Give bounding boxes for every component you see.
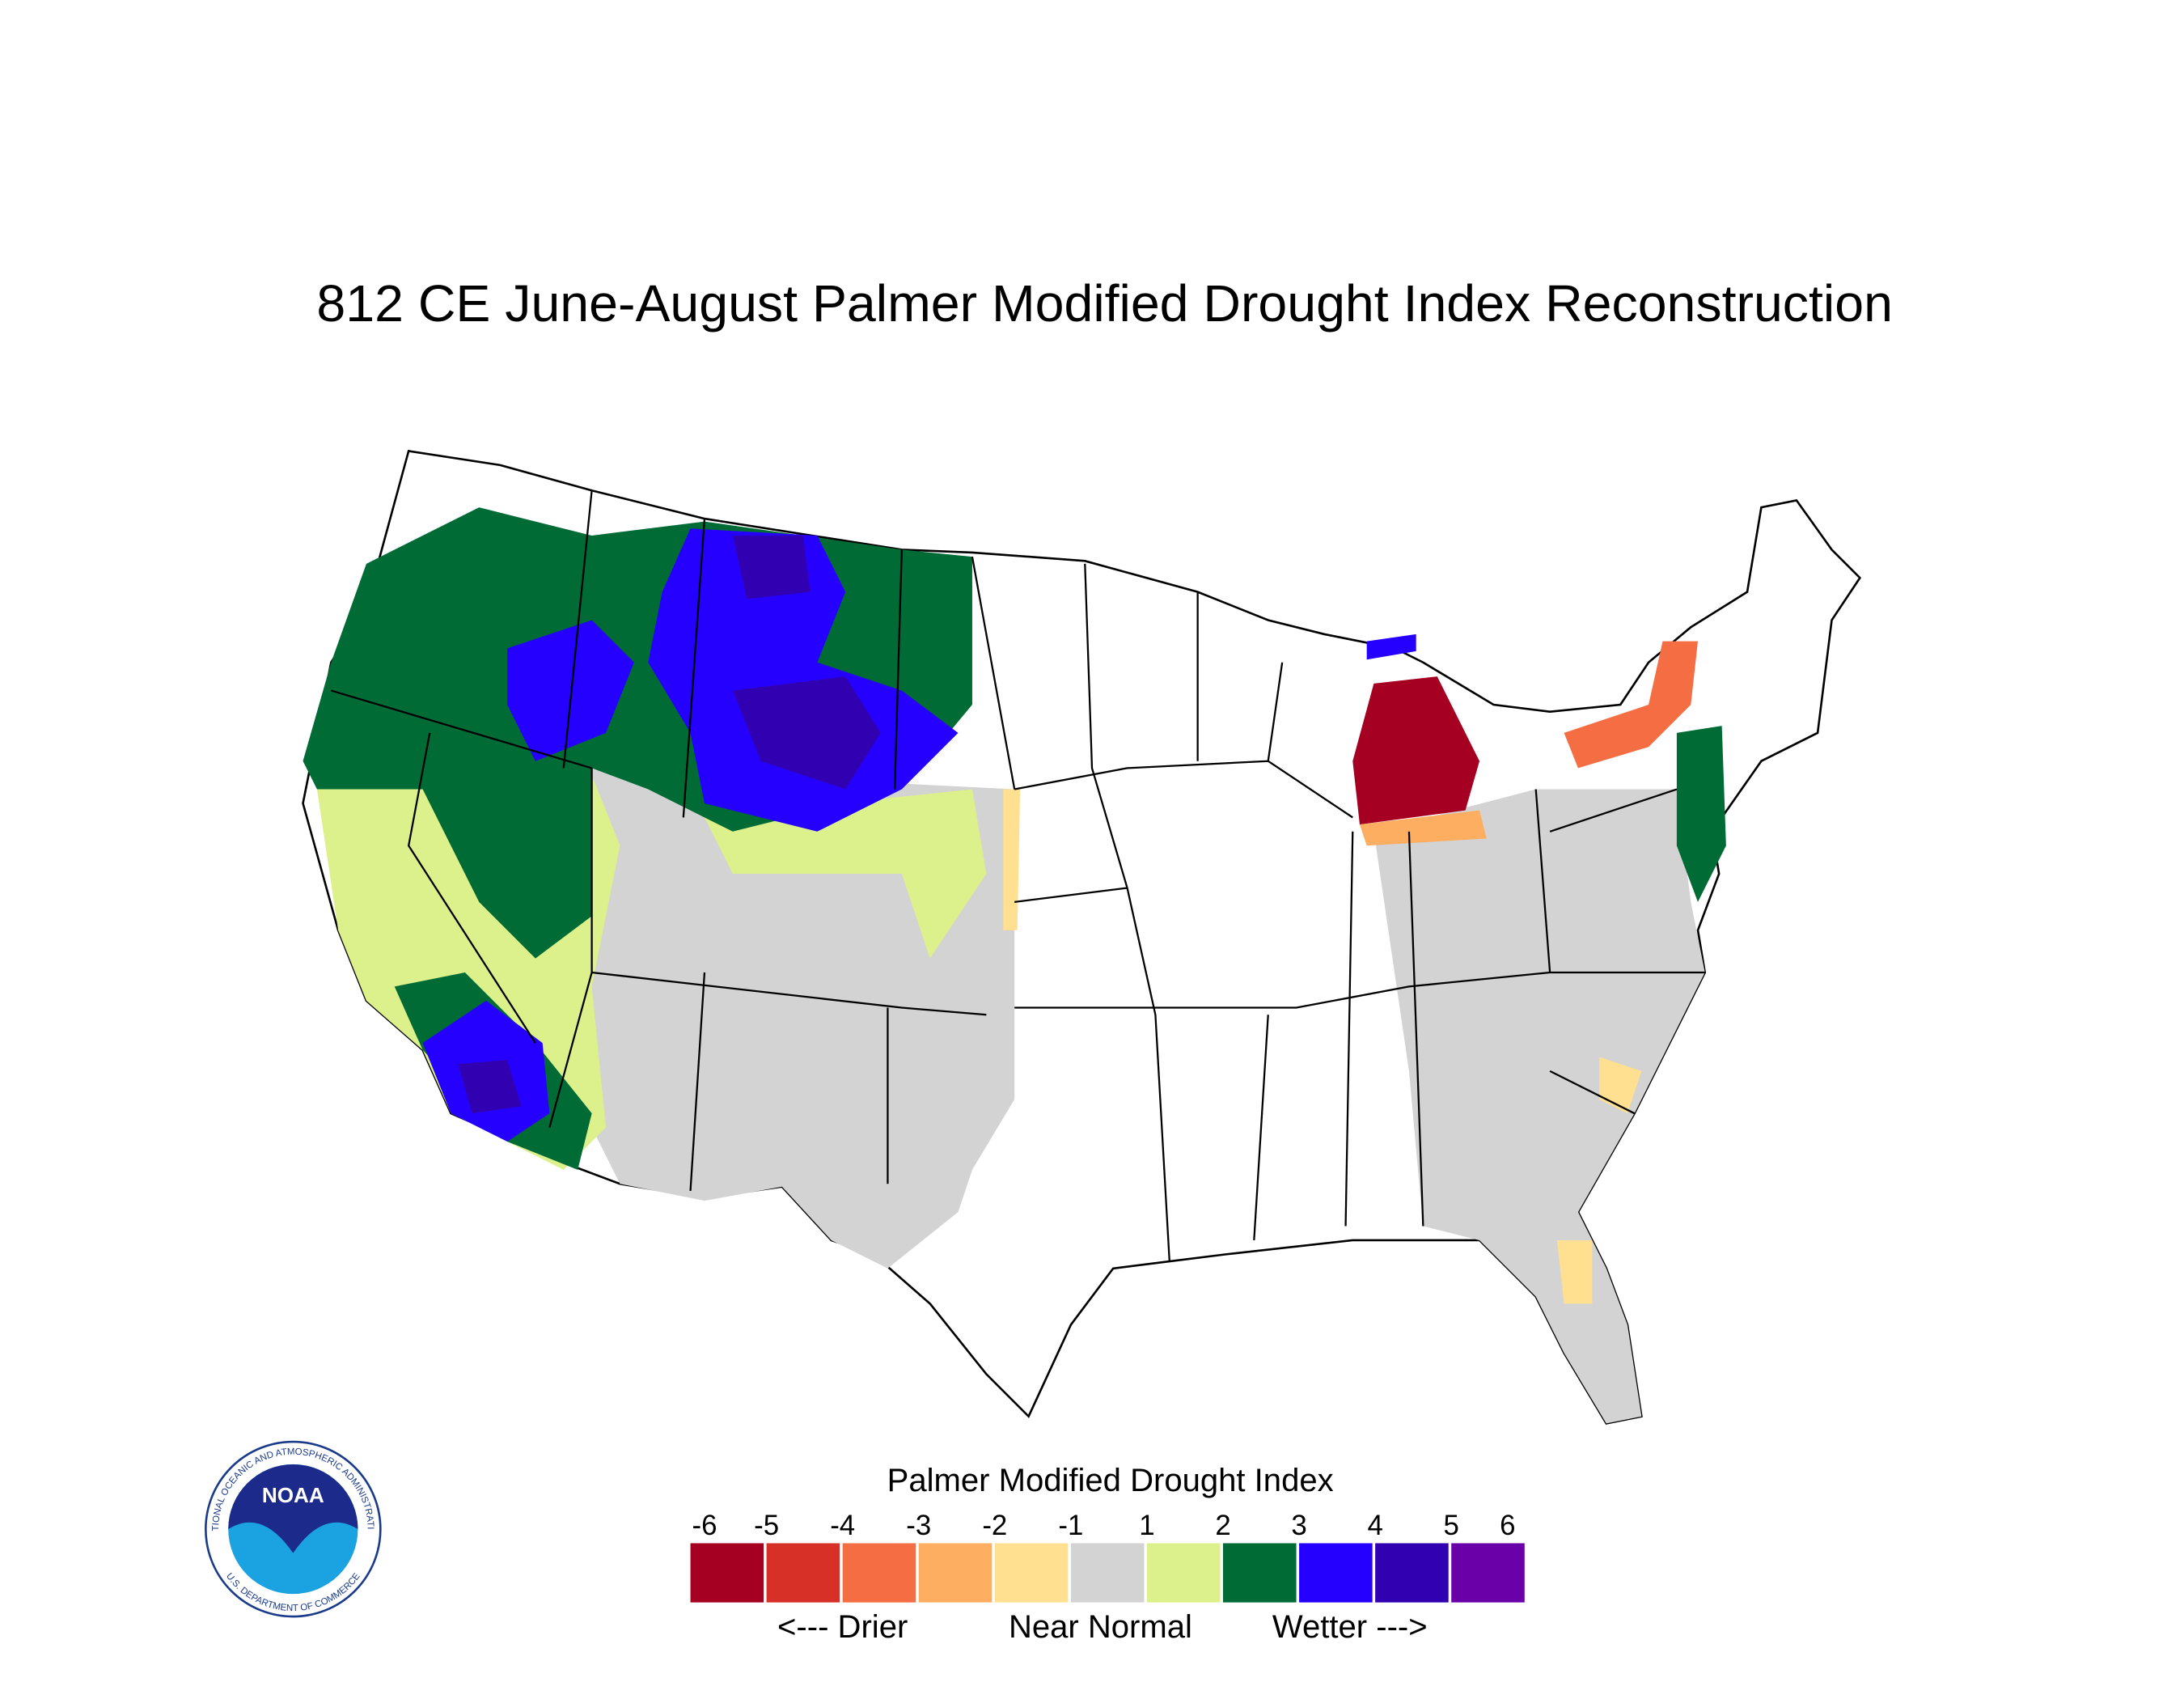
legend-swatch: [1299, 1543, 1373, 1603]
state-borders: [331, 490, 1705, 1262]
yellow-carolina: [1599, 1057, 1642, 1114]
green-newjersey: [1676, 726, 1726, 902]
legend-tick-label: 5: [1444, 1510, 1459, 1541]
orange-michigan-south: [1359, 810, 1487, 846]
yellow-florida: [1556, 1239, 1593, 1304]
legend-swatch: [994, 1543, 1069, 1603]
purple-wyoming: [732, 676, 881, 790]
legend-direction-label: Wetter --->: [1272, 1609, 1428, 1645]
legend-swatch: [1451, 1543, 1525, 1603]
legend-title: Palmer Modified Drought Index: [887, 1463, 1334, 1498]
legend-swatch: [918, 1543, 993, 1603]
legend-tick-label: 4: [1367, 1510, 1382, 1541]
title: 812 CE June-August Palmer Modified Droug…: [316, 274, 1892, 333]
orange-newyork: [1564, 641, 1699, 769]
legend-swatch: [1223, 1543, 1297, 1603]
legend-tick-label: 6: [1500, 1510, 1515, 1541]
legend-swatch: [1070, 1543, 1145, 1603]
logo-top: [228, 1464, 358, 1553]
legend-tick-label: 1: [1139, 1510, 1154, 1541]
legend-swatch: [766, 1543, 840, 1603]
legend-direction-label: <--- Drier: [777, 1609, 908, 1645]
legend-tick-label: -3: [906, 1510, 931, 1541]
blue-rockies: [648, 528, 959, 832]
legend-tick-label: -1: [1058, 1510, 1083, 1541]
yellow-kansas-edge: [1003, 789, 1021, 930]
legend-swatch: [1146, 1543, 1221, 1603]
legend-tick-label: -4: [830, 1510, 855, 1541]
legend-tick-label: -6: [692, 1510, 717, 1541]
purple-montana: [732, 535, 811, 600]
map: [302, 449, 1862, 1425]
legend-swatch: [842, 1543, 916, 1603]
legend: Palmer Modified Drought Index -6 -5 -4 -3 -2…: [690, 1463, 1525, 1645]
legend-direction-label: Near Normal: [1009, 1609, 1192, 1645]
legend-tick-label: -2: [982, 1510, 1007, 1541]
legend-swatch: [1375, 1543, 1449, 1603]
legend-swatch: [690, 1543, 764, 1603]
red-michigan: [1352, 676, 1480, 825]
legend-tick-label: 3: [1291, 1510, 1306, 1541]
gray-east: [1373, 789, 1705, 1424]
logo-name: NOAA: [262, 1483, 324, 1507]
blue-upper-michigan: [1366, 633, 1416, 660]
legend-tick-label: 2: [1215, 1510, 1230, 1541]
legend-tick-label: -5: [754, 1510, 779, 1541]
purple-arizona: [458, 1059, 522, 1114]
